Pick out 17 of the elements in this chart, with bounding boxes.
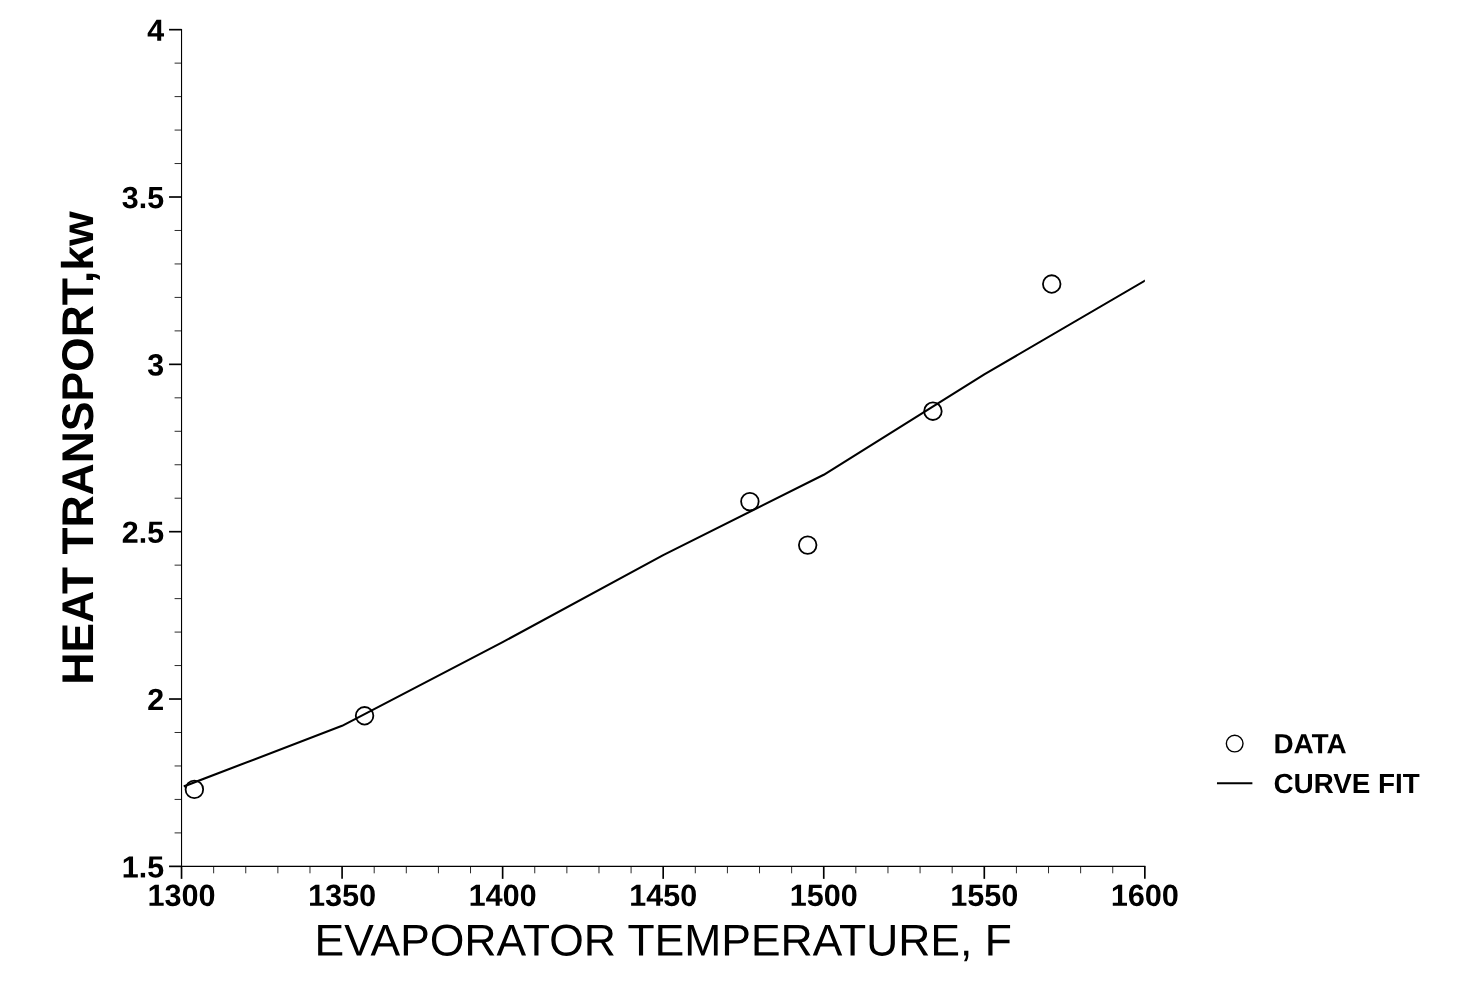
y-tick-label: 1.5 [123, 856, 164, 878]
x-tick-label: 1500 [791, 884, 857, 907]
x-tick-label: 1550 [952, 884, 1018, 907]
x-tick-label: 1600 [1112, 884, 1178, 907]
x-tick-label: 1400 [470, 884, 536, 907]
x-tick-label: 1350 [310, 884, 375, 907]
x-tick-label: 1300 [149, 884, 215, 907]
x-axis-title: EVAPORATOR TEMPERATURE, F [318, 924, 1011, 962]
y-tick-label: 2.5 [122, 521, 164, 544]
y-tick-label: 3 [147, 354, 164, 376]
y-tick-label: 2 [148, 688, 163, 711]
y-tick-label: 4 [147, 19, 165, 41]
legend-label: CURVE FIT [1274, 773, 1420, 794]
y-axis-title: HEAT TRANSPORT,kw [60, 211, 100, 682]
y-tick-label: 3.5 [122, 186, 164, 209]
legend-label: DATA [1275, 734, 1346, 754]
x-tick-label: 1450 [631, 884, 696, 907]
